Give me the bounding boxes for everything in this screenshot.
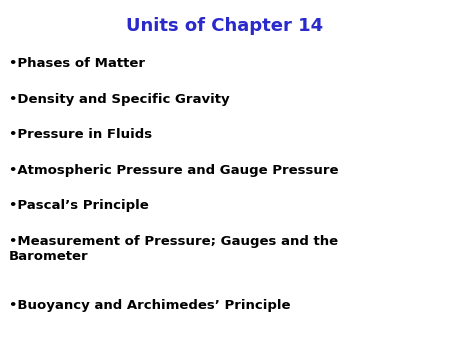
Text: Units of Chapter 14: Units of Chapter 14 bbox=[126, 17, 324, 35]
Text: •Buoyancy and Archimedes’ Principle: •Buoyancy and Archimedes’ Principle bbox=[9, 299, 291, 312]
Text: •Measurement of Pressure; Gauges and the
Barometer: •Measurement of Pressure; Gauges and the… bbox=[9, 235, 338, 263]
Text: •Atmospheric Pressure and Gauge Pressure: •Atmospheric Pressure and Gauge Pressure bbox=[9, 164, 338, 177]
Text: •Pressure in Fluids: •Pressure in Fluids bbox=[9, 128, 152, 141]
Text: •Density and Specific Gravity: •Density and Specific Gravity bbox=[9, 93, 230, 106]
Text: •Pascal’s Principle: •Pascal’s Principle bbox=[9, 199, 149, 212]
Text: •Phases of Matter: •Phases of Matter bbox=[9, 57, 145, 70]
